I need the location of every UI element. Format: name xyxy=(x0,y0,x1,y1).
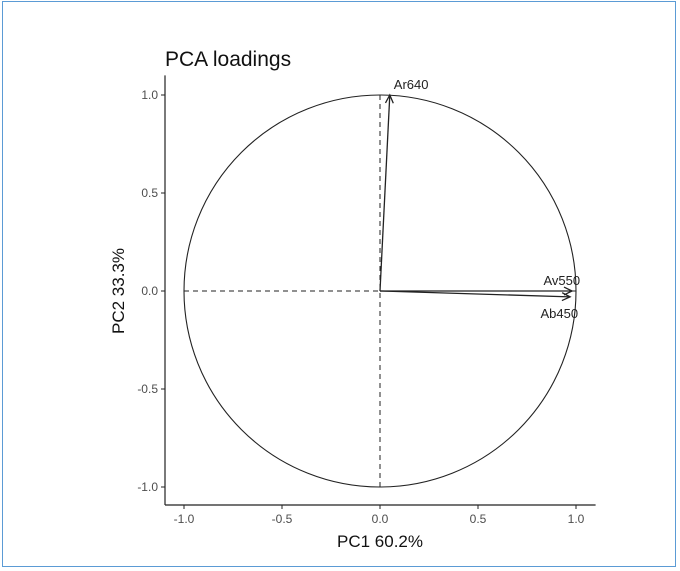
loading-vector-ab450 xyxy=(379,290,571,298)
arrowhead-av550 xyxy=(563,286,574,296)
y-tick-label: -0.5 xyxy=(137,382,158,396)
x-tick-label: 0.0 xyxy=(372,512,389,526)
x-tick-label: 1.0 xyxy=(568,512,585,526)
chart-title: PCA loadings xyxy=(165,48,291,71)
y-tick-label: 1.0 xyxy=(141,88,158,102)
vector-label-av550: Av550 xyxy=(543,273,580,288)
vector-label-ab450: Ab450 xyxy=(541,306,579,321)
x-tick-label: 0.5 xyxy=(470,512,487,526)
loading-vectors: Ar640 Av550 Ab450 xyxy=(379,77,580,321)
axes: -1.0 -0.5 0.0 0.5 1.0 -1.0 -0.5 0.0 0.5 1.0 xyxy=(137,75,596,526)
y-tick-label: -1.0 xyxy=(137,480,158,494)
vector-label-ar640: Ar640 xyxy=(394,77,429,92)
y-tick-label: 0.5 xyxy=(141,186,158,200)
x-tick-label: -0.5 xyxy=(272,512,293,526)
y-axis-title: PC2 33.3% xyxy=(109,248,128,334)
y-tick-label: 0.0 xyxy=(141,284,158,298)
arrowhead-ar640 xyxy=(384,93,394,104)
unit-circle xyxy=(183,94,577,488)
arrowhead-ab450 xyxy=(561,292,572,302)
unit-circle-layer xyxy=(183,94,577,488)
loading-vector-ar640 xyxy=(379,94,391,292)
x-tick-label: -1.0 xyxy=(174,512,195,526)
x-axis-title: PC1 60.2% xyxy=(337,532,423,551)
